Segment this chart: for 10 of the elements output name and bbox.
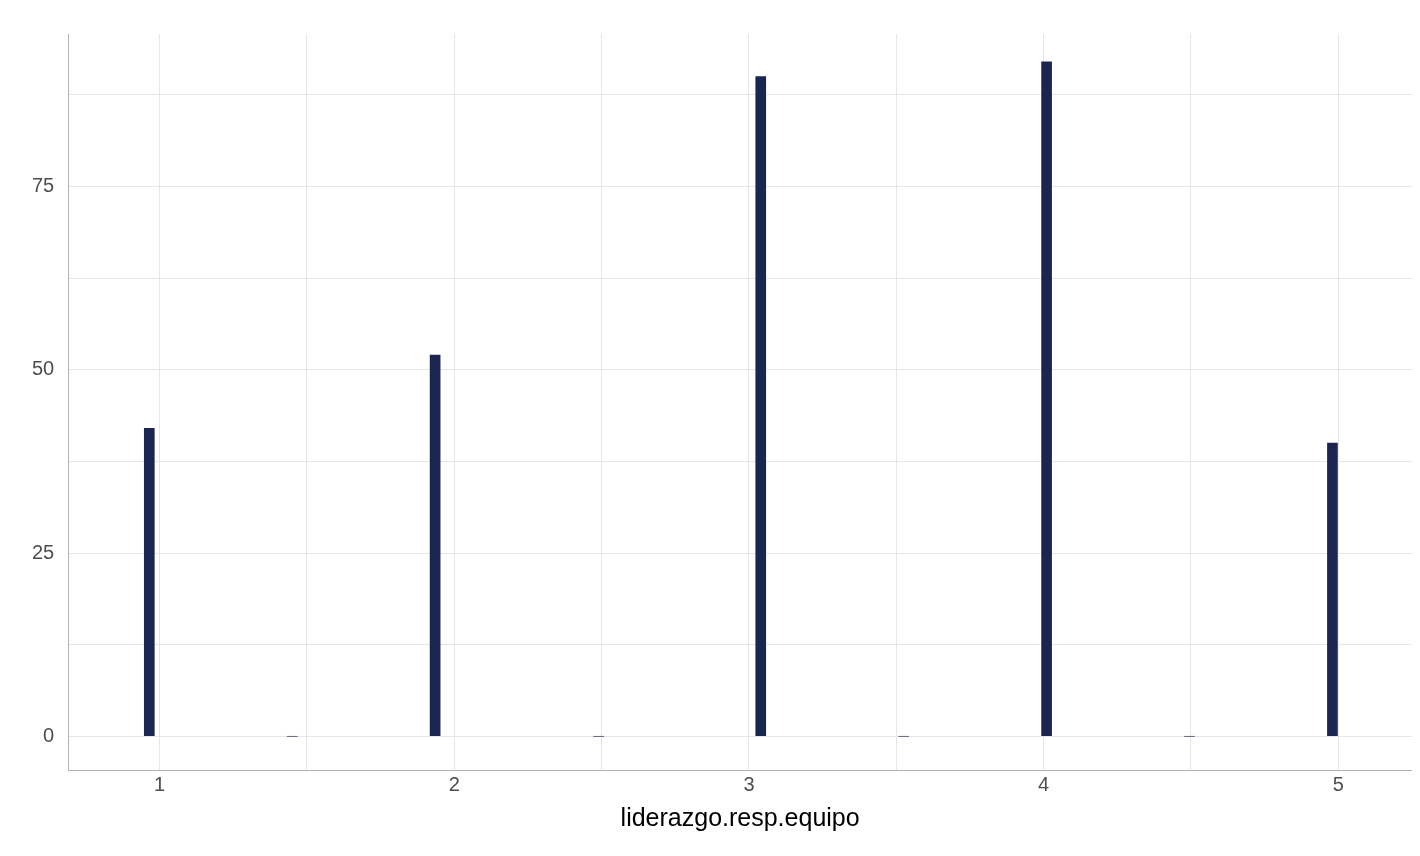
x-tick-label: 3 <box>743 772 755 795</box>
x-axis-title: liderazgo.resp.equipo <box>620 802 860 831</box>
x-tick-label: 1 <box>154 772 166 795</box>
x-tick-label: 4 <box>1038 772 1050 795</box>
x-tick-label: 2 <box>448 772 460 795</box>
y-tick-label: 50 <box>32 357 55 380</box>
y-tick-label: 75 <box>32 173 55 196</box>
x-tick-label: 5 <box>1332 772 1344 795</box>
y-tick-label: 25 <box>32 540 55 563</box>
y-tick-label: 0 <box>43 723 55 746</box>
